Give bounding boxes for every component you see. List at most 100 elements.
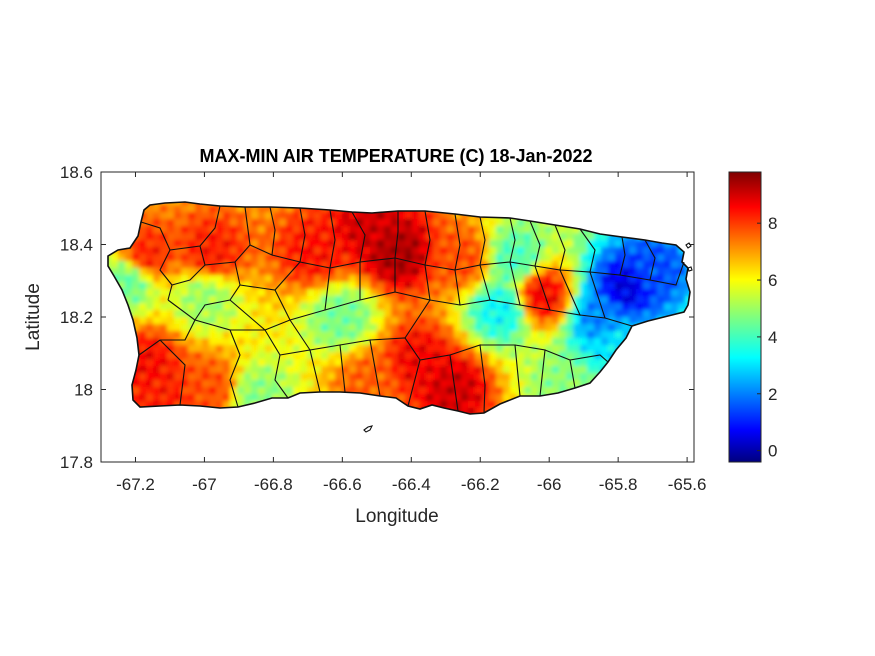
heat-cell: [391, 352, 399, 360]
heat-cell: [349, 317, 357, 325]
heat-cell: [307, 366, 315, 374]
heat-cell: [146, 338, 154, 346]
heat-cell: [216, 345, 224, 353]
heat-cell: [328, 324, 336, 332]
heat-cell: [412, 261, 420, 269]
heat-cell: [608, 303, 616, 311]
heat-cell: [202, 254, 210, 262]
heat-cell: [447, 324, 455, 332]
heat-cell: [272, 359, 280, 367]
heat-cell: [286, 226, 294, 234]
heat-cell: [636, 240, 644, 248]
heat-cell: [118, 261, 126, 269]
heat-cell: [286, 352, 294, 360]
heat-cell: [265, 254, 273, 262]
heat-cell: [496, 366, 504, 374]
heat-cell: [377, 380, 385, 388]
heat-cell: [363, 254, 371, 262]
heat-cell: [356, 219, 364, 227]
heat-cell: [272, 310, 280, 318]
heat-cell: [167, 303, 175, 311]
heat-cell: [293, 380, 301, 388]
heat-cell: [433, 282, 441, 290]
heat-cell: [286, 205, 294, 213]
heat-cell: [370, 352, 378, 360]
heat-cell: [363, 275, 371, 283]
heat-cell: [108, 254, 112, 262]
heat-cell: [538, 254, 546, 262]
heat-cell: [412, 324, 420, 332]
heat-cell: [153, 310, 161, 318]
heat-cell: [321, 233, 329, 241]
heat-cell: [524, 226, 532, 234]
heat-cell: [566, 317, 574, 325]
heat-cell: [377, 212, 385, 220]
heat-cell: [209, 352, 217, 360]
heat-cell: [160, 338, 168, 346]
heat-cell: [370, 387, 378, 395]
heat-cell: [342, 366, 350, 374]
heat-cell: [209, 254, 217, 262]
heat-cell: [454, 338, 462, 346]
heat-cell: [244, 268, 252, 276]
heat-cell: [587, 345, 595, 353]
heat-cell: [300, 282, 308, 290]
heat-cell: [132, 387, 140, 395]
heat-cell: [552, 233, 560, 241]
heat-cell: [286, 380, 294, 388]
heat-cell: [384, 345, 392, 353]
heat-cell: [552, 303, 560, 311]
heat-cell: [251, 373, 259, 381]
heat-cell: [412, 247, 420, 255]
heat-cell: [314, 366, 322, 374]
heat-cell: [349, 261, 357, 269]
heat-cell: [552, 282, 560, 290]
heat-cell: [587, 310, 595, 318]
heat-cell: [419, 380, 427, 388]
heat-cell: [657, 296, 665, 304]
heat-cell: [230, 387, 238, 395]
heat-cell: [377, 261, 385, 269]
heat-cell: [286, 331, 294, 339]
heat-cell: [209, 303, 217, 311]
heat-cell: [167, 387, 175, 395]
heat-cell: [272, 254, 280, 262]
heat-cell: [461, 387, 469, 395]
heat-cell: [391, 247, 399, 255]
heat-cell: [146, 240, 154, 248]
heat-cell: [601, 254, 609, 262]
heat-cell: [146, 366, 154, 374]
heat-cell: [503, 261, 511, 269]
heat-cell: [230, 317, 238, 325]
heat-cell: [559, 338, 567, 346]
heat-cell: [510, 310, 518, 318]
heat-cell: [244, 261, 252, 269]
heat-cell: [566, 261, 574, 269]
heat-cell: [391, 303, 399, 311]
heat-cell: [244, 366, 252, 374]
heat-cell: [202, 394, 210, 402]
heat-cell: [223, 345, 231, 353]
heat-cell: [559, 380, 567, 388]
heat-cell: [454, 324, 462, 332]
heat-cell: [160, 205, 168, 213]
heat-cell: [272, 233, 280, 241]
heat-cell: [251, 275, 259, 283]
heat-cell: [181, 275, 189, 283]
heat-cell: [188, 324, 196, 332]
heat-cell: [125, 282, 133, 290]
y-tick-label: 18.6: [60, 163, 93, 182]
municipality-border: [404, 299, 431, 339]
heat-cell: [489, 324, 497, 332]
heat-cell: [321, 254, 329, 262]
heat-cell: [489, 275, 497, 283]
heat-cell: [342, 338, 350, 346]
heat-cell: [139, 338, 147, 346]
heat-cell: [293, 233, 301, 241]
heat-cell: [629, 275, 637, 283]
heat-cell: [524, 317, 532, 325]
heat-cell: [384, 233, 392, 241]
heat-cell: [230, 289, 238, 297]
heat-cell: [468, 303, 476, 311]
heat-cell: [538, 247, 546, 255]
